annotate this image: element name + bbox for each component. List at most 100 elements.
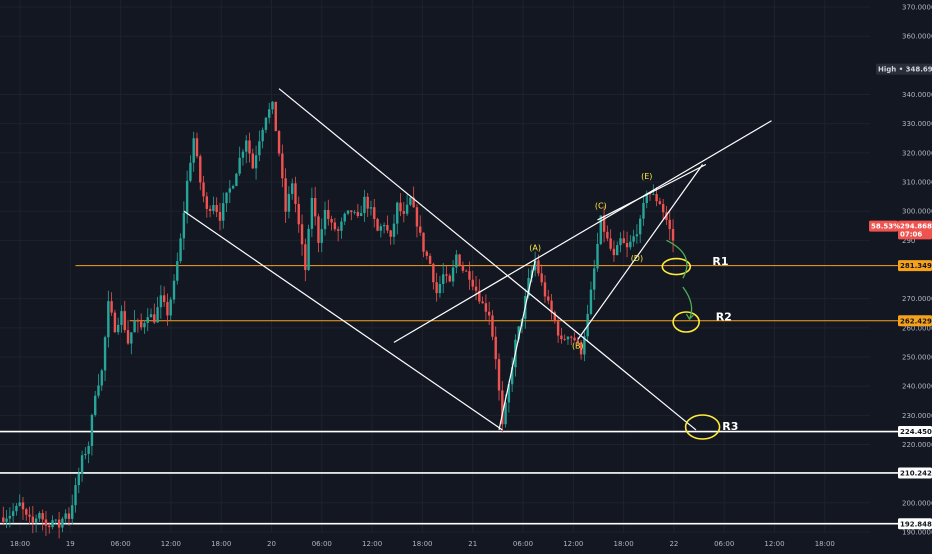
candle-body <box>346 210 350 214</box>
candle-body <box>366 196 369 209</box>
candle-body <box>205 196 209 209</box>
x-tick-label: 12:00 <box>362 540 382 548</box>
candle-body <box>547 296 550 301</box>
candle-body <box>254 155 258 169</box>
wave-leg[interactable] <box>498 260 536 431</box>
y-tick-label: 340.0000 <box>902 91 932 99</box>
candle-body <box>612 248 616 256</box>
candle-body <box>287 193 291 212</box>
highlight-circle[interactable] <box>684 414 721 440</box>
candle-body <box>596 244 599 269</box>
candle-body <box>501 390 504 425</box>
y-tick-label: 290 <box>902 237 915 245</box>
candle-body <box>38 513 41 519</box>
candle-body <box>320 229 323 243</box>
candle-body <box>474 286 478 291</box>
candle-body <box>218 212 222 221</box>
candle-body <box>231 186 235 189</box>
price-tag-label: High • 348.6969 <box>878 66 932 74</box>
trendline-lower-rising[interactable] <box>577 164 704 340</box>
candle-body <box>668 219 671 230</box>
candle-body <box>642 202 645 219</box>
y-tick-label: 270.0000 <box>902 295 932 303</box>
candle-body <box>540 273 543 283</box>
candle-body <box>34 518 38 523</box>
candle-body <box>130 332 133 344</box>
candle-body <box>290 183 294 194</box>
candle-body <box>570 336 573 338</box>
candle-body <box>159 295 163 308</box>
y-tick-label: 360.0000 <box>902 33 932 41</box>
trendline-upper-rising[interactable] <box>393 120 772 343</box>
candle-body <box>258 141 261 156</box>
candle-body <box>172 280 176 300</box>
candle-body <box>606 231 609 239</box>
candle-body <box>44 519 48 526</box>
candle-body <box>638 218 642 235</box>
candle-body <box>487 311 491 316</box>
resistance-label: R3 <box>722 420 738 433</box>
x-tick-label: 18:00 <box>10 540 30 548</box>
candle-body <box>277 131 281 154</box>
candle-body <box>635 234 639 237</box>
candle-body <box>133 320 136 333</box>
candle-body <box>8 515 12 519</box>
arrow-head <box>685 313 694 321</box>
highlight-circle[interactable] <box>661 257 692 276</box>
candle-body <box>563 339 566 340</box>
candle-body <box>103 337 107 371</box>
candle-body <box>419 226 422 233</box>
price-tag <box>898 315 932 327</box>
candle-body <box>661 204 665 213</box>
x-tick-label: 20 <box>267 540 276 548</box>
candle-body <box>179 238 182 262</box>
candle-body <box>281 153 284 179</box>
candle-body <box>54 519 58 521</box>
highlight-circle[interactable] <box>672 311 700 333</box>
candle-body <box>629 241 632 248</box>
candle-body <box>136 320 140 322</box>
candle-body <box>327 209 330 219</box>
candle-body <box>41 513 44 520</box>
candle-body <box>251 153 254 169</box>
candle-body <box>553 312 557 322</box>
candle-body <box>405 204 409 214</box>
candle-body <box>396 202 399 224</box>
candle-body <box>340 221 343 231</box>
candle-body <box>123 311 126 331</box>
trendline-lower-falling[interactable] <box>183 210 503 431</box>
wave-label: (C) <box>595 201 607 210</box>
candle-body <box>2 517 5 522</box>
candle-body <box>671 229 675 241</box>
wedge-top[interactable] <box>597 163 707 221</box>
y-tick-label: 190.0000 <box>902 529 932 537</box>
candle-body <box>373 207 376 219</box>
candle-body <box>632 236 635 242</box>
candle-body <box>517 326 520 340</box>
candle-body <box>432 263 435 283</box>
candle-body <box>481 301 484 304</box>
candle-body <box>94 395 97 415</box>
candle-body <box>182 212 186 239</box>
price-tag-label: 294.8683 <box>900 223 932 231</box>
candle-body <box>268 109 271 118</box>
candle-body <box>21 502 25 510</box>
price-tag-label: 262.4296 <box>900 317 932 325</box>
candle-body <box>202 182 205 197</box>
candle-body <box>369 207 373 209</box>
candle-body <box>146 317 149 323</box>
candle-body <box>616 245 619 256</box>
candle-body <box>461 265 465 271</box>
arrow-to-r1 <box>666 239 688 279</box>
candle-body <box>510 367 514 385</box>
candle-body <box>425 251 428 256</box>
x-tick-label: 19 <box>66 540 75 548</box>
candle-body <box>445 274 448 276</box>
candle-body <box>176 261 179 281</box>
trendline-upper-falling[interactable] <box>278 88 697 431</box>
candle-body <box>353 212 356 213</box>
y-tick-label: 250.0000 <box>902 354 932 362</box>
candle-body <box>5 518 8 522</box>
candle-body <box>107 301 110 338</box>
